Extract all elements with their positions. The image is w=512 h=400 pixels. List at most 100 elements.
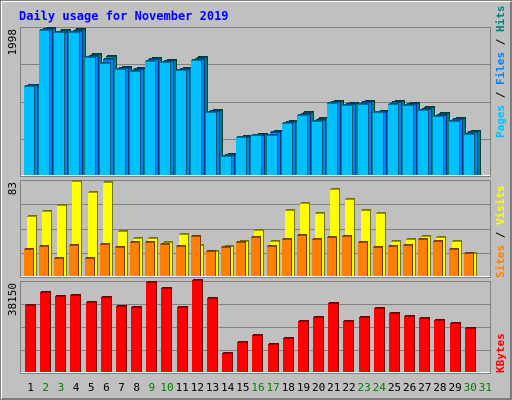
bar-sites-day-11 [176, 245, 186, 276]
panel-kbytes: 38150 KBytes [6, 279, 507, 374]
bar-sites-day-28-face [433, 241, 442, 276]
x-tick-label-day-26: 26 [403, 381, 416, 394]
bar-sites-day-19 [297, 234, 307, 276]
bar-pages-day-7 [115, 68, 126, 175]
bar-sites-day-16 [251, 236, 261, 276]
x-tick-label-day-9: 9 [149, 381, 156, 394]
bar-sites-day-27-face [418, 239, 427, 276]
bar-visits-day-21-face [330, 189, 339, 276]
x-tick-label-day-18: 18 [282, 381, 295, 394]
bar-kbytes-day-13 [207, 297, 218, 372]
bar-sites-day-15-face [236, 242, 245, 276]
bar-kbytes-day-18 [283, 337, 294, 372]
bar-sites-day-5 [85, 257, 95, 276]
bar-kbytes-day-10 [161, 287, 172, 372]
x-tick-label-day-21: 21 [327, 381, 340, 394]
legend-entry-sites: Sites [494, 245, 507, 278]
bar-pages-day-2 [39, 29, 50, 175]
bar-visits-day-1-face [27, 216, 36, 276]
bar-sites-day-13-face [206, 251, 215, 276]
bar-pages-day-13 [206, 111, 217, 175]
bar-sites-day-29-face [449, 249, 458, 276]
x-tick-label-day-3: 3 [58, 381, 65, 394]
bar-sites-day-6-face [100, 244, 109, 276]
bar-sites-day-12-face [191, 236, 200, 276]
bar-pages-day-29-face [449, 121, 459, 175]
bar-kbytes-day-16-face [252, 335, 262, 372]
bar-kbytes-day-29-face [450, 323, 460, 372]
bar-sites-day-17-face [267, 246, 276, 276]
bar-sites-day-7 [115, 246, 125, 276]
bar-sites-day-1 [24, 248, 34, 276]
bar-kbytes-day-4 [70, 294, 81, 372]
bar-pages-day-10 [160, 61, 171, 175]
x-tick-label-day-8: 8 [133, 381, 140, 394]
bar-sites-day-1-face [24, 249, 33, 276]
bar-sites-day-20 [312, 238, 322, 276]
bar-visits-day-4 [72, 180, 82, 276]
bar-sites-day-19-face [297, 235, 306, 276]
bar-kbytes-day-5-face [86, 302, 96, 372]
bar-pages-day-15 [236, 136, 247, 175]
bar-pages-day-6 [100, 62, 111, 175]
legend-entry-hits: Hits [494, 6, 507, 33]
bar-kbytes-day-2-face [40, 292, 50, 372]
x-tick-label-day-20: 20 [312, 381, 325, 394]
y-max-label-kbytes: 38150 [6, 283, 19, 316]
bar-sites-day-26-face [403, 245, 412, 276]
x-tick-label-day-30: 30 [464, 381, 477, 394]
bar-pages-day-30-face [464, 134, 474, 175]
bar-pages-day-24 [373, 111, 384, 175]
bar-pages-day-1 [24, 85, 35, 175]
bar-pages-day-28-face [433, 116, 443, 175]
bar-sites-day-5-face [85, 258, 94, 276]
bar-sites-day-23 [358, 241, 368, 276]
bar-pages-day-14 [221, 155, 232, 175]
x-tick-label-day-25: 25 [388, 381, 401, 394]
bar-kbytes-day-21 [328, 302, 339, 372]
bar-sites-day-6 [100, 243, 110, 276]
bar-pages-day-28 [433, 115, 444, 175]
bar-pages-day-18-face [282, 123, 292, 175]
bar-sites-day-9-face [145, 242, 154, 276]
bar-pages-day-12 [191, 59, 202, 175]
bar-pages-day-14-face [221, 156, 231, 175]
bar-sites-day-7-face [115, 247, 124, 276]
panel-visits-sites: 83 Sites / Visits [6, 180, 507, 278]
bar-pages-day-18 [282, 122, 293, 175]
x-tick-label-day-24: 24 [373, 381, 387, 394]
x-tick-label-day-27: 27 [418, 381, 431, 394]
bar-kbytes-day-15-face [237, 342, 247, 372]
bar-sites-day-9 [145, 241, 155, 276]
bar-sites-day-22-face [342, 236, 351, 276]
bar-pages-day-9-face [145, 61, 155, 175]
bar-visits-day-4-face [72, 181, 81, 276]
bar-kbytes-day-8-face [131, 307, 141, 372]
bar-kbytes-day-25-face [389, 313, 399, 372]
legend-separator: / [494, 225, 507, 245]
bar-kbytes-day-26-face [404, 316, 414, 372]
bar-visits-day-3 [57, 204, 67, 276]
bar-visits-day-5 [88, 191, 98, 276]
series-pages [24, 29, 475, 175]
bar-sites-day-22 [342, 235, 352, 276]
legend-entry-kbytes: KBytes [494, 333, 507, 373]
bar-pages-day-2-face [39, 30, 49, 175]
bar-sites-day-3 [54, 257, 64, 276]
bar-pages-day-11-face [176, 70, 186, 175]
bar-kbytes-day-25 [389, 312, 400, 372]
x-tick-label-day-2: 2 [42, 381, 49, 394]
bar-sites-day-29 [449, 248, 459, 276]
bar-pages-day-19-face [297, 115, 307, 175]
bar-kbytes-day-30-face [465, 328, 475, 372]
x-tick-label-day-5: 5 [88, 381, 95, 394]
bar-kbytes-day-29 [450, 322, 461, 372]
bar-kbytes-day-23 [359, 316, 370, 372]
legend-entry-visits: Visits [494, 185, 507, 225]
bar-visits-day-6-face [103, 182, 112, 276]
x-tick-label-day-16: 16 [251, 381, 264, 394]
x-tick-label-day-15: 15 [236, 381, 249, 394]
bar-sites-day-3-face [54, 258, 63, 276]
bar-kbytes-day-14-face [222, 353, 232, 372]
